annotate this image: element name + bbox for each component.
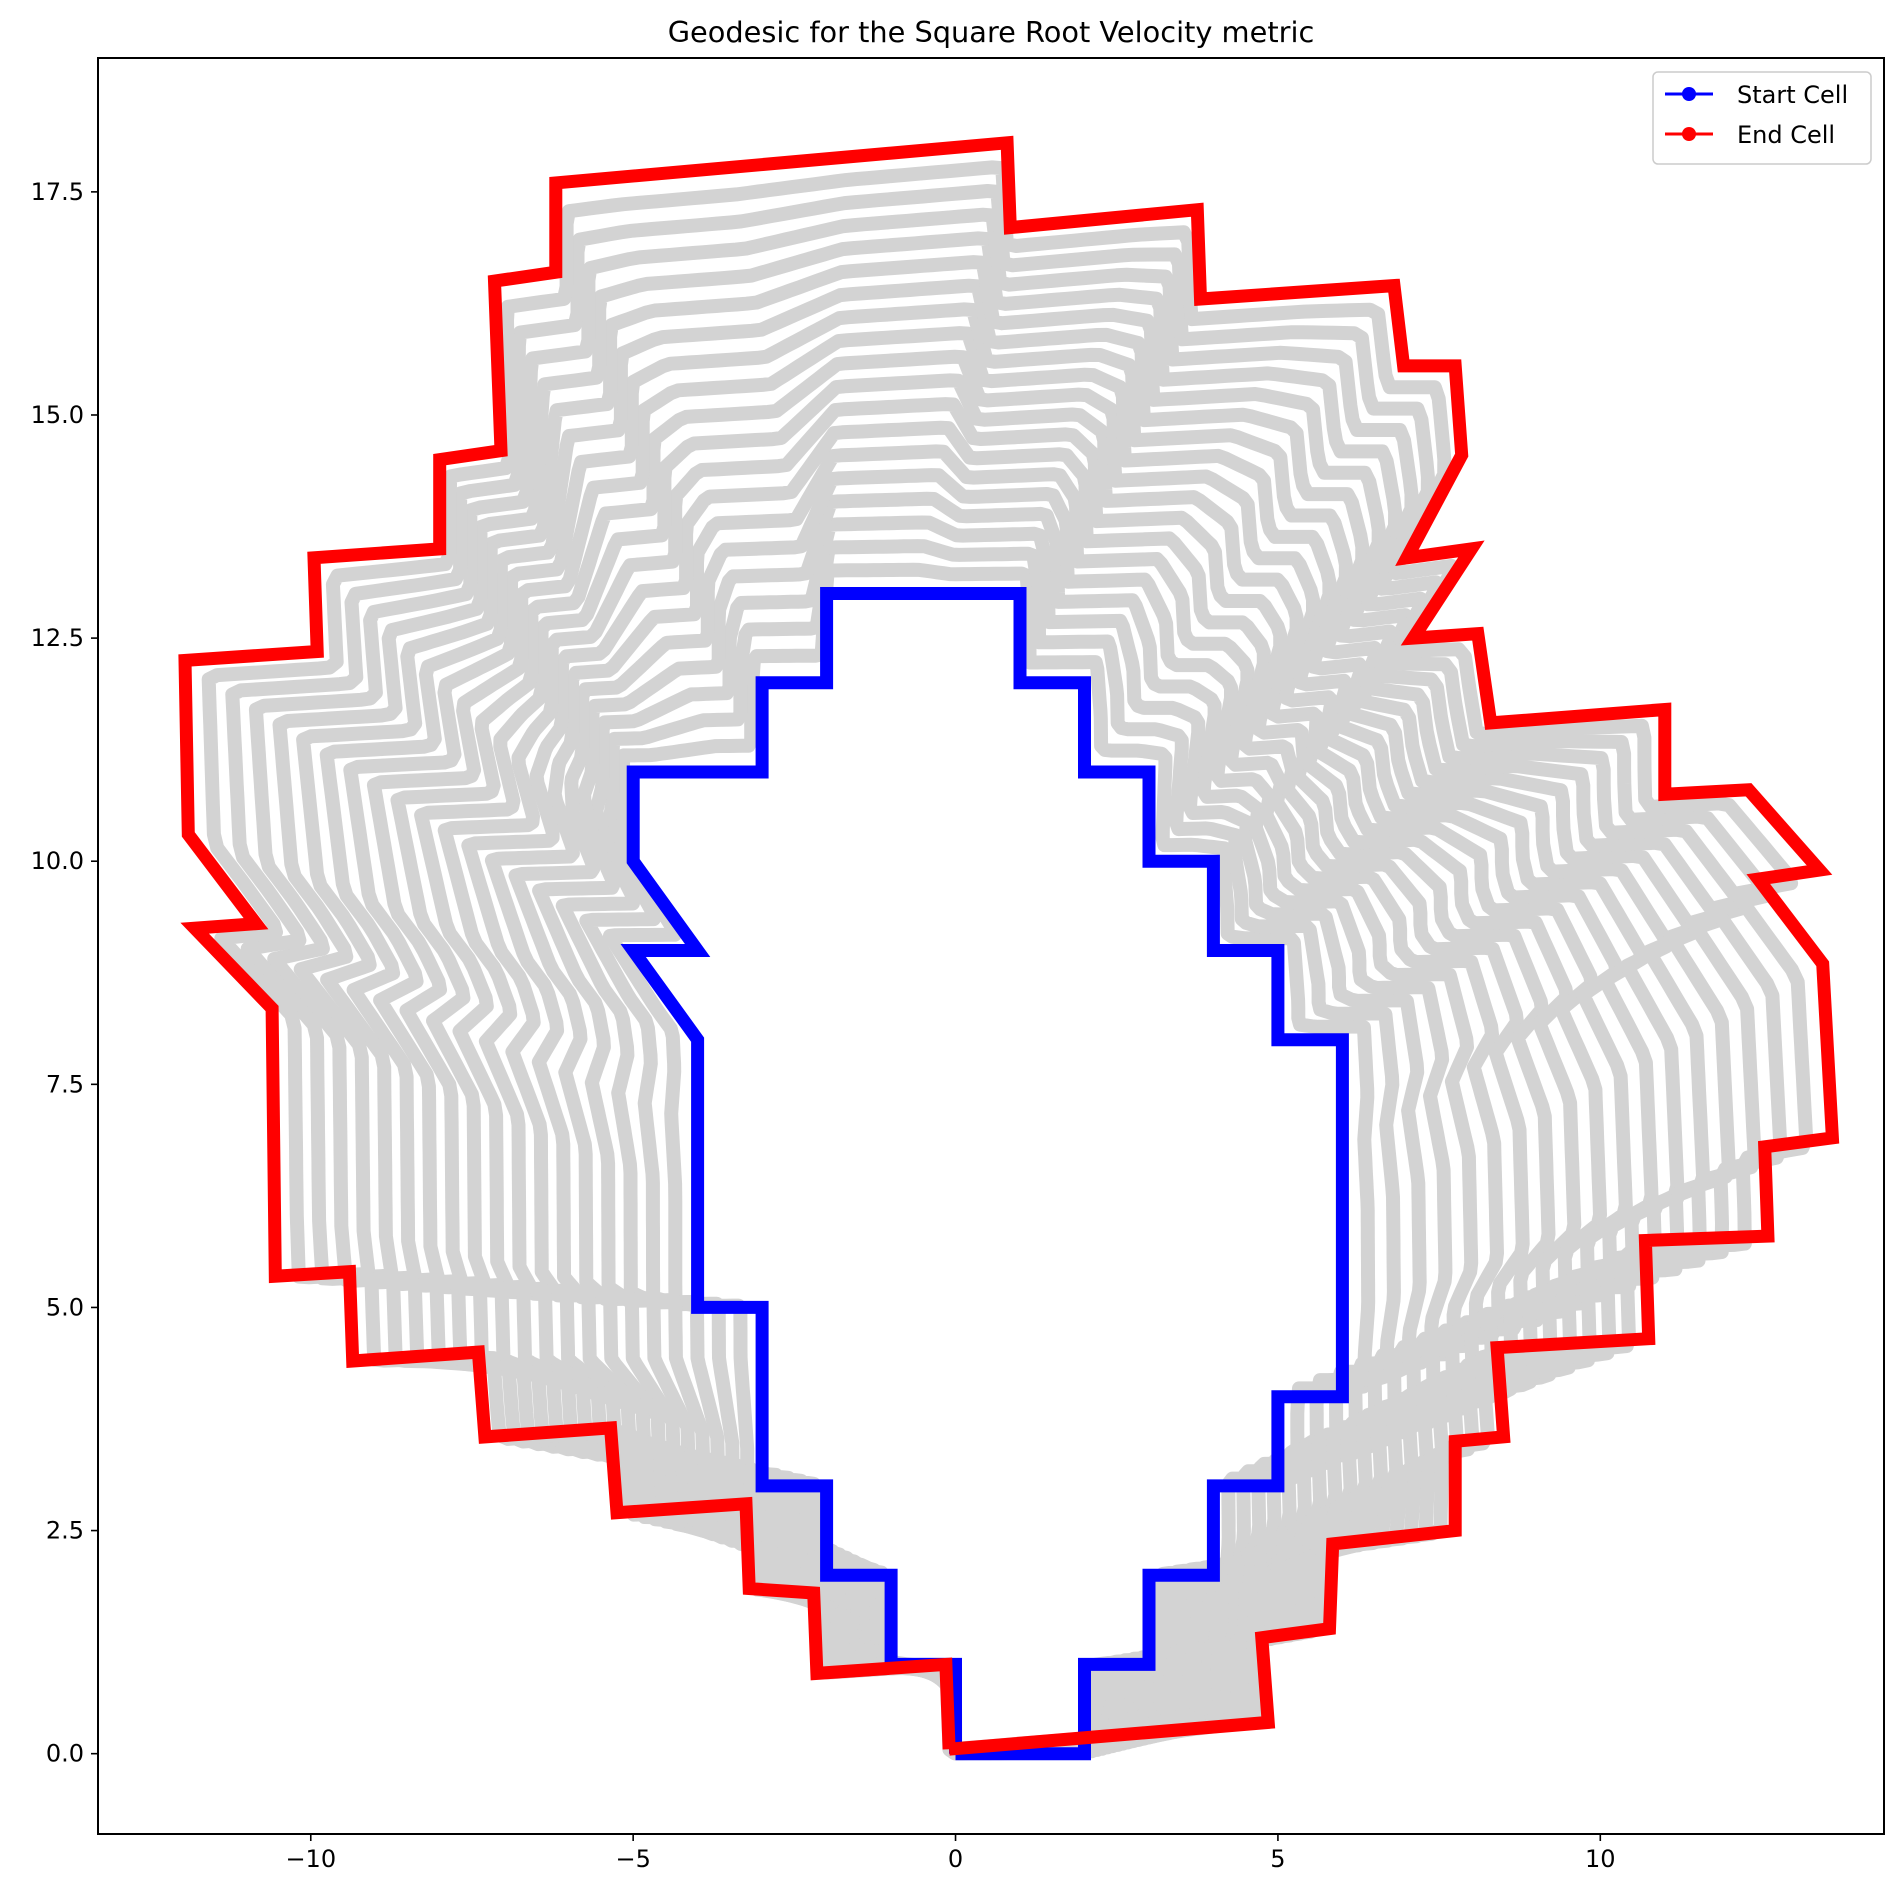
legend-entry-end: End Cell bbox=[1665, 121, 1835, 149]
legend: Start Cell End Cell bbox=[1652, 71, 1872, 165]
start-cell-line bbox=[620, 587, 1349, 1761]
y-tick-label: 2.5 bbox=[46, 1517, 84, 1545]
y-tick-label: 12.5 bbox=[31, 624, 84, 652]
y-tick-label: 7.5 bbox=[46, 1070, 84, 1098]
y-tick-label: 10.0 bbox=[31, 847, 84, 875]
plot-area bbox=[178, 135, 1840, 1761]
geodesic-curves bbox=[201, 160, 1814, 1761]
end-cell-line bbox=[178, 135, 1840, 1756]
plot-frame bbox=[97, 57, 1885, 1835]
x-tick-label: 10 bbox=[1585, 1845, 1616, 1873]
legend-start-label: Start Cell bbox=[1737, 81, 1848, 109]
x-tick-label: −5 bbox=[615, 1845, 650, 1873]
legend-end-label: End Cell bbox=[1737, 121, 1835, 149]
series-lines bbox=[178, 135, 1840, 1761]
x-tick-label: −10 bbox=[285, 1845, 336, 1873]
y-tick-label: 5.0 bbox=[46, 1293, 84, 1321]
legend-entry-start: Start Cell bbox=[1665, 81, 1848, 109]
y-tick-label: 0.0 bbox=[46, 1740, 84, 1768]
legend-end-marker bbox=[1682, 127, 1696, 141]
x-tick-label: 0 bbox=[948, 1845, 963, 1873]
x-tick-label: 5 bbox=[1270, 1845, 1285, 1873]
x-axis: −10 −5 0 5 10 bbox=[285, 1834, 1616, 1873]
y-tick-label: 17.5 bbox=[31, 178, 84, 206]
legend-start-marker bbox=[1682, 87, 1696, 101]
chart-title: Geodesic for the Square Root Velocity me… bbox=[668, 15, 1315, 49]
y-axis: 0.0 2.5 5.0 7.5 10.0 12.5 15.0 17.5 bbox=[31, 178, 98, 1768]
y-tick-label: 15.0 bbox=[31, 401, 84, 429]
